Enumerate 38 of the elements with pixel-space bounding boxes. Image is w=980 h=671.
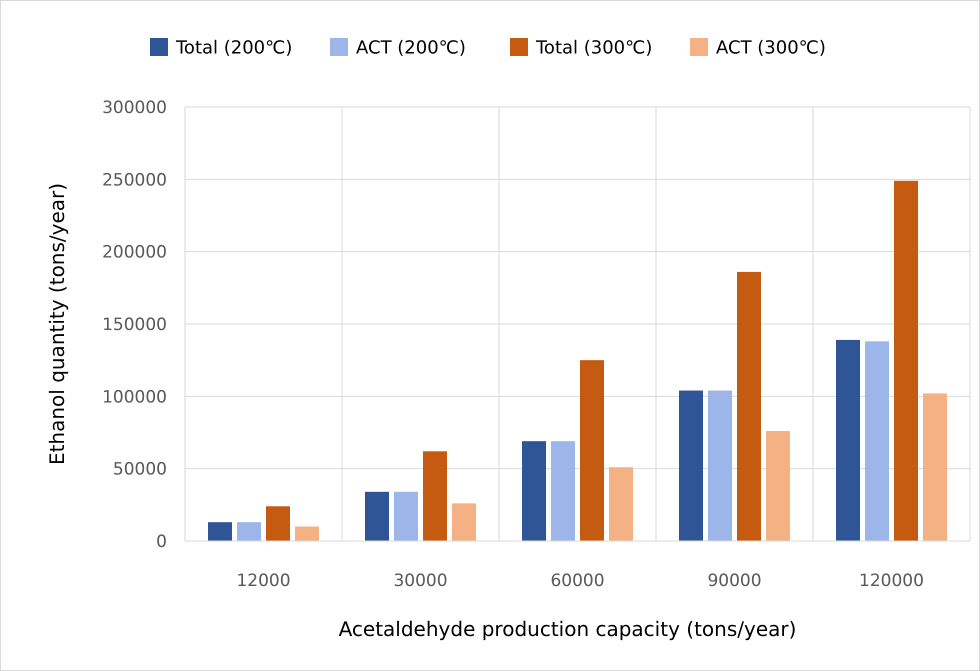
bar xyxy=(865,341,889,541)
bar xyxy=(923,393,947,541)
legend-label: Total (200℃) xyxy=(175,37,292,58)
y-axis-title: Ethanol quantity (tons/year) xyxy=(45,182,69,466)
bar xyxy=(580,360,604,541)
bar xyxy=(522,441,546,541)
bar xyxy=(679,390,703,541)
x-tick-label: 120000 xyxy=(859,571,924,591)
bar xyxy=(365,492,389,541)
bar xyxy=(295,526,319,541)
y-tick-label: 0 xyxy=(156,532,167,552)
bar xyxy=(452,503,476,541)
legend-label: ACT (300℃) xyxy=(716,37,826,58)
bar xyxy=(394,492,418,541)
bar xyxy=(737,272,761,541)
y-tick-label: 200000 xyxy=(102,242,167,263)
y-tick-label: 300000 xyxy=(102,98,167,118)
y-tick-label: 100000 xyxy=(102,387,167,408)
bar xyxy=(266,506,290,541)
bar xyxy=(237,522,261,541)
x-tick-label: 30000 xyxy=(393,571,448,591)
bar xyxy=(208,522,232,541)
x-tick-label: 12000 xyxy=(236,571,291,591)
legend-label: Total (300℃) xyxy=(535,37,652,58)
legend-label: ACT (200℃) xyxy=(356,37,466,58)
y-tick-label: 250000 xyxy=(102,170,167,190)
bar xyxy=(766,431,790,541)
x-tick-label: 90000 xyxy=(707,571,762,591)
bar xyxy=(551,441,575,541)
bar xyxy=(836,340,860,541)
bar xyxy=(423,451,447,541)
y-tick-label: 150000 xyxy=(102,314,167,335)
bar xyxy=(708,390,732,541)
x-axis-title: Acetaldehyde production capacity (tons/year) xyxy=(338,617,796,641)
y-tick-label: 50000 xyxy=(112,460,167,480)
bar xyxy=(894,180,918,541)
bar xyxy=(609,467,633,541)
x-tick-label: 60000 xyxy=(550,571,605,591)
